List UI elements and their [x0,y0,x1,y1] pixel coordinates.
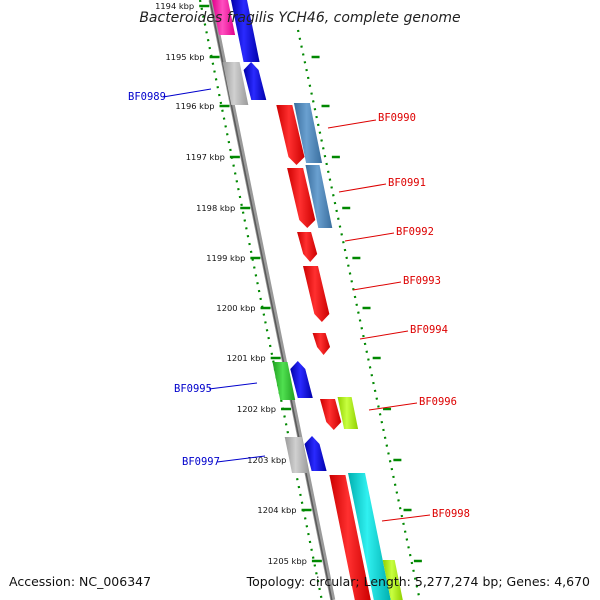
gene-label-leader [327,119,377,129]
reverse-track-border [296,29,421,600]
gene-label-BF0995: BF0995 [174,383,212,395]
gene-label-leader [208,382,258,390]
gene-label-leader [344,232,395,242]
ruler-label: 1197 kbp [186,152,225,162]
ruler-label: 1200 kbp [216,303,255,313]
ruler-label: 1203 kbp [247,455,286,465]
gene-steel-1 [293,103,323,163]
gene-steel-2 [305,165,333,228]
gene-pink-top [212,0,236,35]
gene-cyan-1 [348,473,391,600]
gene-BF0992-bar [297,232,318,262]
ruler-label: 1205 kbp [268,556,307,566]
gene-label-BF0994: BF0994 [410,324,448,336]
gene-BF0995-bar [272,362,296,400]
accession-text: Accession: NC_006347 [9,574,152,589]
gene-BF0998-bar [329,475,371,600]
gene-label-leader [216,455,266,463]
ruler-label: 1198 kbp [196,203,235,213]
gene-label-BF0997: BF0997 [182,456,220,468]
gene-label-leader [338,183,387,193]
gene-label-leader [352,281,402,291]
gene-label-leader [162,88,212,98]
ruler-label: 1195 kbp [165,52,204,62]
gene-label-BF0992: BF0992 [396,226,434,238]
ruler-label: 1204 kbp [257,505,296,515]
gene-blue-forward-2 [243,62,267,100]
gene-BF0994-bar [312,333,331,355]
gene-blue-top [231,0,260,62]
ruler-label: 1201 kbp [227,353,266,363]
gene-label-BF0996: BF0996 [419,396,457,408]
gene-label-BF0998: BF0998 [432,508,470,520]
gene-lime-bottom [382,560,403,600]
ruler-label: 1202 kbp [237,404,276,414]
gene-BF0993-bar [302,266,330,322]
gene-BF0996-bar [319,399,342,430]
gene-blue-forward-4 [304,436,327,471]
gene-label-leader [381,514,431,522]
gene-label-leader [368,402,418,411]
gene-BF0990-bar [276,105,305,165]
gene-blue-forward-3 [290,361,313,398]
gene-BF0991-bar [287,168,316,228]
gene-BF0997-bar [284,437,310,473]
gene-label-BF0990: BF0990 [378,112,416,124]
ruler-label: 1199 kbp [206,253,245,263]
ruler-label: 1194 kbp [155,1,194,11]
genome-title: Bacteroides fragilis YCH46, complete gen… [139,10,461,26]
gene-label-BF0989: BF0989 [128,91,166,103]
ruler-label: 1196 kbp [175,101,214,111]
gene-BF0989-bar [222,62,249,105]
gene-lime-1 [337,397,359,429]
genome-summary-text: Topology: circular; Length: 5,277,274 bp… [246,574,590,589]
gene-label-BF0993: BF0993 [403,275,441,287]
gene-label-BF0991: BF0991 [388,177,426,189]
gene-label-leader [359,330,409,340]
